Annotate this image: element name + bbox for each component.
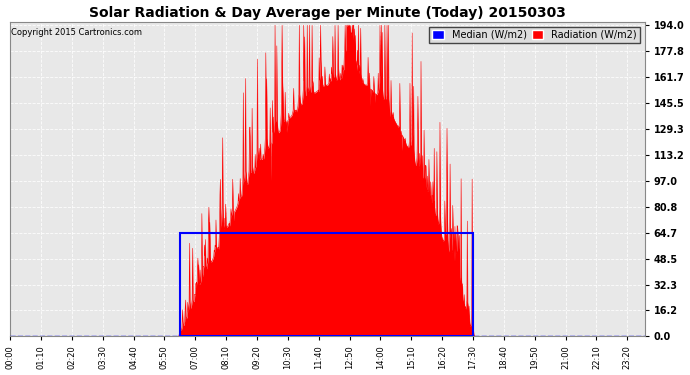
Text: Copyright 2015 Cartronics.com: Copyright 2015 Cartronics.com <box>10 28 141 38</box>
Bar <box>180 232 473 336</box>
Title: Solar Radiation & Day Average per Minute (Today) 20150303: Solar Radiation & Day Average per Minute… <box>89 6 566 20</box>
Legend: Median (W/m2), Radiation (W/m2): Median (W/m2), Radiation (W/m2) <box>429 27 640 43</box>
